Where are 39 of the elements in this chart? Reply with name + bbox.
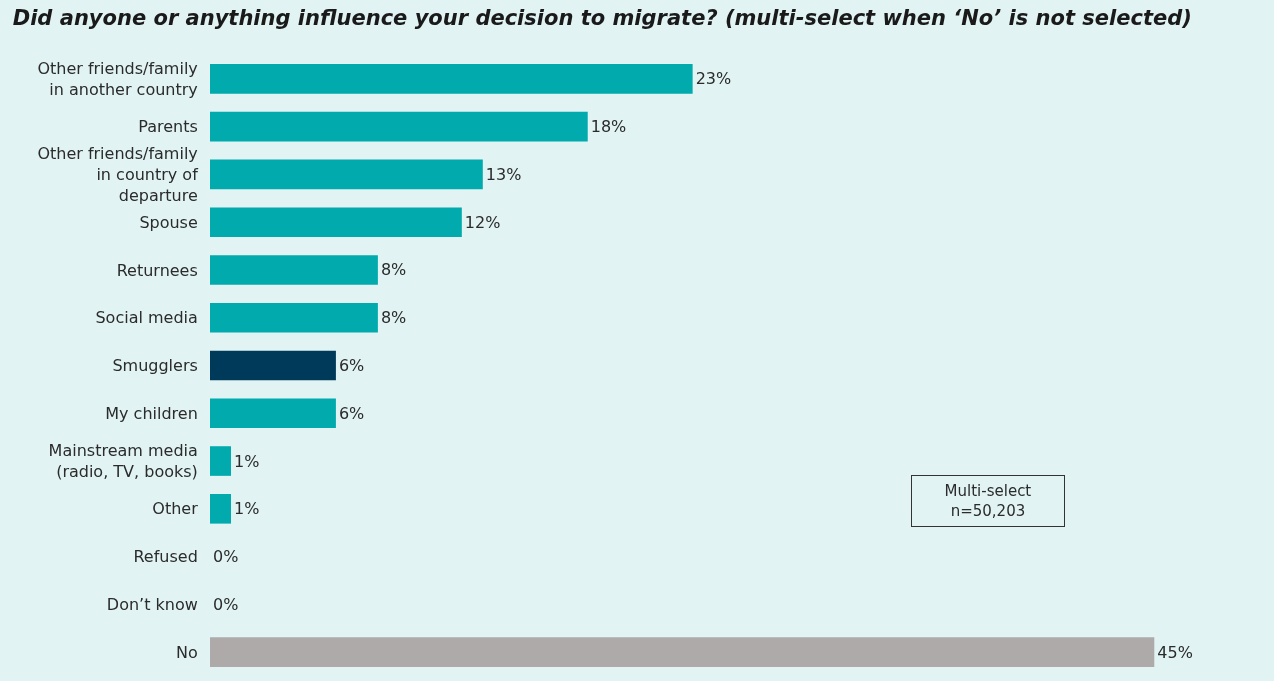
y-tick-label: Spouse <box>139 212 198 232</box>
bar <box>210 111 588 142</box>
chart-title: Did anyone or anything influence your decision to migrate? (multi-select when ‘No’ is not selected) <box>12 5 1192 30</box>
data-label: 8% <box>380 308 407 328</box>
bar <box>210 207 462 237</box>
data-label: 0% <box>213 547 239 567</box>
bar <box>210 350 336 381</box>
y-tick-label: Returnees <box>116 260 198 280</box>
data-label: 1% <box>233 451 260 471</box>
data-label: 0% <box>213 594 239 614</box>
data-label: 45% <box>1157 642 1193 662</box>
bar <box>210 64 693 94</box>
data-label: 18% <box>590 117 627 137</box>
bar <box>210 398 336 429</box>
bar <box>210 255 378 285</box>
data-label: 6% <box>338 356 365 375</box>
data-label: 12% <box>464 212 501 232</box>
y-tick-label: Other friends/family in country of departure <box>37 144 199 205</box>
data-label: 8% <box>380 260 407 280</box>
data-label: 23% <box>695 69 732 89</box>
y-tick-label: Other friends/family in another country <box>37 59 198 99</box>
y-tick-label: No <box>176 642 198 662</box>
annotation: Multi-select n=50,203 <box>944 482 1032 520</box>
bar <box>210 159 483 190</box>
y-tick-label: My children <box>105 403 198 423</box>
y-tick-label: Social media <box>95 308 198 328</box>
bar <box>210 302 378 333</box>
bar <box>210 446 231 476</box>
bar <box>210 637 1155 667</box>
y-tick-label: Parents <box>138 117 198 137</box>
y-tick-label: Mainstream media (radio, TV, books) <box>48 441 198 482</box>
y-tick-label: Other <box>152 499 199 519</box>
data-label: 13% <box>485 164 522 184</box>
y-tick-label: Smugglers <box>112 356 198 376</box>
data-label: 6% <box>338 403 365 423</box>
y-tick-label: Don’t know <box>106 594 198 614</box>
y-tick-label: Refused <box>133 547 198 567</box>
bar <box>210 494 231 524</box>
data-label: 1% <box>233 499 260 519</box>
